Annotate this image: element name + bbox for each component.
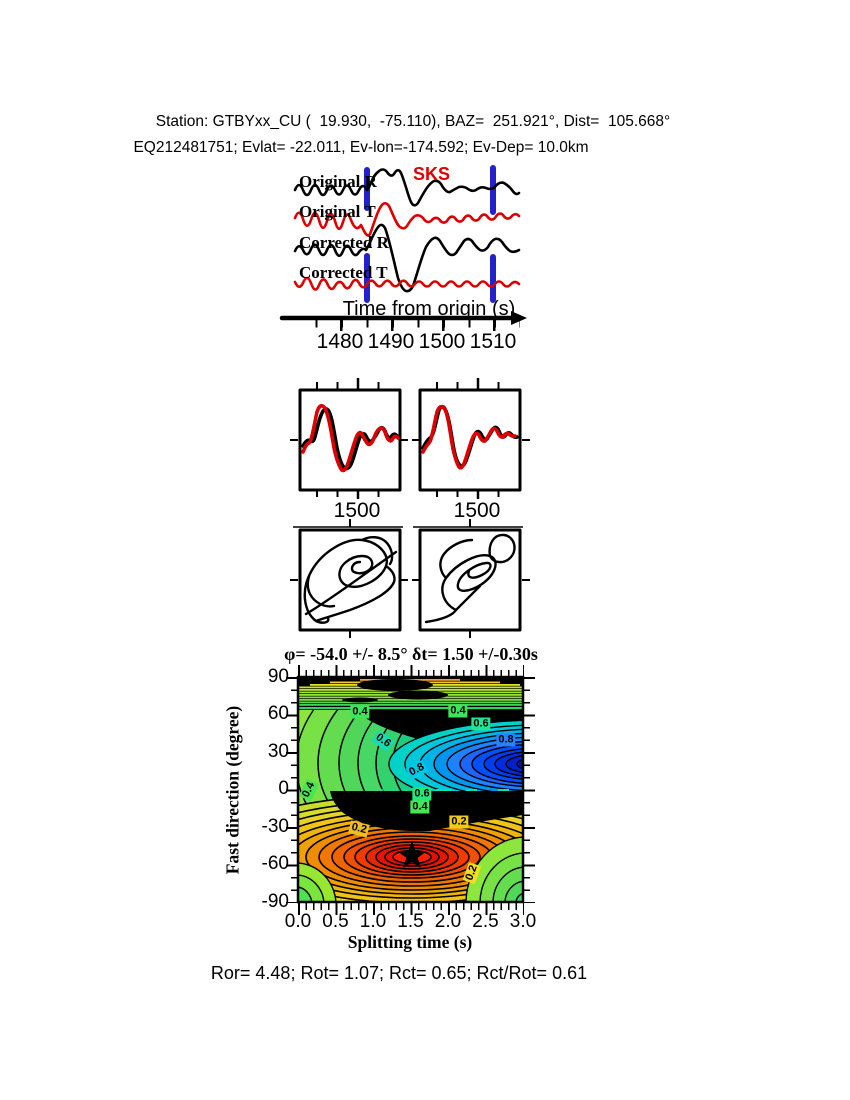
header-line1: Station: GTBYxx_CU ( 19.930, -75.110), B… xyxy=(155,113,671,130)
corner-arcs xyxy=(298,836,523,902)
comparison-right-tick-label: 1500 xyxy=(453,499,501,522)
contour-xtick-05: 0.5 xyxy=(322,911,349,932)
blue-maximum-nest xyxy=(388,719,523,809)
contour-ytick-60: 60 xyxy=(267,703,289,724)
contour-annotation-0.6-a: 0.6 xyxy=(471,717,491,731)
time-axis xyxy=(279,315,520,331)
contour-annotation-0.8-a: 0.8 xyxy=(496,733,516,747)
contour-map xyxy=(298,677,523,902)
contour-annotation-0.4-b: 0.4 xyxy=(448,704,468,718)
contour-ytick-0: 0 xyxy=(278,778,289,799)
particle-right-curve xyxy=(424,533,516,624)
time-axis-arrowhead xyxy=(511,311,527,325)
particle-box-right xyxy=(418,528,522,632)
time-tick-1480: 1480 xyxy=(316,330,364,353)
seismogram-traces xyxy=(279,165,527,331)
overlay-right-red xyxy=(421,404,517,470)
trace-original-r xyxy=(293,168,521,207)
contour-xtick-30: 3.0 xyxy=(509,911,537,932)
contour-ytick-m90: -90 xyxy=(261,891,289,912)
contour-ytick-90: 90 xyxy=(267,666,289,687)
contour-annotation-0.2-b: 0.2 xyxy=(449,815,469,829)
best-solution-star xyxy=(397,841,427,869)
comparison-panels xyxy=(290,378,530,499)
contour-xlabel: Splitting time (s) xyxy=(347,932,473,952)
trace-label-corrected-r: Corrected R xyxy=(299,233,389,252)
contour-xtick-15: 1.5 xyxy=(397,911,424,932)
axis-remnant-ticks xyxy=(349,519,471,527)
trace-corrected-t xyxy=(293,276,521,291)
contour-ytick-30: 30 xyxy=(267,741,289,762)
time-tick-1500: 1500 xyxy=(418,330,466,353)
particle-ticks xyxy=(290,579,530,638)
particle-left-curve xyxy=(303,536,398,624)
contour-annotation-0.4-a: 0.4 xyxy=(350,705,370,719)
contour-xtick-10: 1.0 xyxy=(359,911,387,932)
contour-frame xyxy=(286,665,535,915)
particle-box-left xyxy=(298,528,402,632)
trace-label-original-t: Original T xyxy=(299,202,376,221)
top-stripe-zone xyxy=(298,677,523,710)
trace-label-corrected-t: Corrected T xyxy=(299,263,388,282)
contour-xtick-00: 0.0 xyxy=(284,911,312,932)
trace-original-t xyxy=(293,202,521,237)
overlay-left-red xyxy=(301,404,400,473)
contour-annotation-0.4-d: 0.4 xyxy=(410,800,430,814)
contour-xtick-25: 2.5 xyxy=(472,911,499,932)
comparison-left-tick-label: 1500 xyxy=(333,499,381,522)
contour-ylabel: Fast direction (degree) xyxy=(222,705,243,875)
contour-annotation-0.6-c: 0.6 xyxy=(412,787,432,801)
time-tick-1510: 1510 xyxy=(469,330,517,353)
time-tick-1490: 1490 xyxy=(367,330,415,353)
trace-label-original-r: Original R xyxy=(299,172,377,191)
contour-title: φ= -54.0 +/- 8.5° δt= 1.50 +/-0.30s xyxy=(284,644,538,664)
footer-stats: Ror= 4.48; Rot= 1.07; Rct= 0.65; Rct/Rot… xyxy=(210,963,588,983)
contour-xtick-20: 2.0 xyxy=(434,911,462,932)
comparison-ticks xyxy=(290,378,530,499)
phase-label-sks: SKS xyxy=(413,164,451,184)
time-axis-label: Time from origin (s) xyxy=(342,298,516,320)
header-line2: EQ212481751; Evlat= -22.011, Ev-lon=-174… xyxy=(133,139,589,156)
contour-ytick-m60: -60 xyxy=(261,853,289,874)
contour-ytick-m30: -30 xyxy=(261,816,289,837)
particle-motion-panels xyxy=(290,519,530,638)
trace-corrected-r xyxy=(293,223,521,293)
